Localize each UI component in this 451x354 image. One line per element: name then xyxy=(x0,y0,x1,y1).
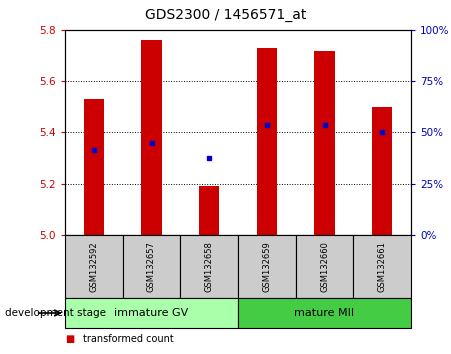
Bar xyxy=(257,48,277,235)
Text: GSM132592: GSM132592 xyxy=(89,241,98,292)
Bar xyxy=(65,235,123,298)
Text: GSM132659: GSM132659 xyxy=(262,241,272,292)
Text: GSM132661: GSM132661 xyxy=(377,241,387,292)
Text: development stage: development stage xyxy=(5,308,106,318)
Text: transformed count: transformed count xyxy=(83,333,174,343)
Text: GSM132657: GSM132657 xyxy=(147,241,156,292)
Bar xyxy=(314,51,335,235)
Bar xyxy=(180,235,238,298)
Bar xyxy=(353,235,411,298)
Text: GSM132660: GSM132660 xyxy=(320,241,329,292)
Bar xyxy=(238,298,411,328)
Bar xyxy=(84,99,104,235)
Text: mature MII: mature MII xyxy=(295,308,354,318)
Bar xyxy=(123,235,180,298)
Bar xyxy=(199,186,219,235)
Bar xyxy=(238,235,296,298)
Text: GDS2300 / 1456571_at: GDS2300 / 1456571_at xyxy=(145,8,306,22)
Text: ■: ■ xyxy=(65,333,74,343)
Bar xyxy=(142,40,161,235)
Text: GSM132658: GSM132658 xyxy=(205,241,214,292)
Bar xyxy=(372,107,392,235)
Bar xyxy=(296,235,353,298)
Text: immature GV: immature GV xyxy=(115,308,189,318)
Bar xyxy=(65,298,238,328)
